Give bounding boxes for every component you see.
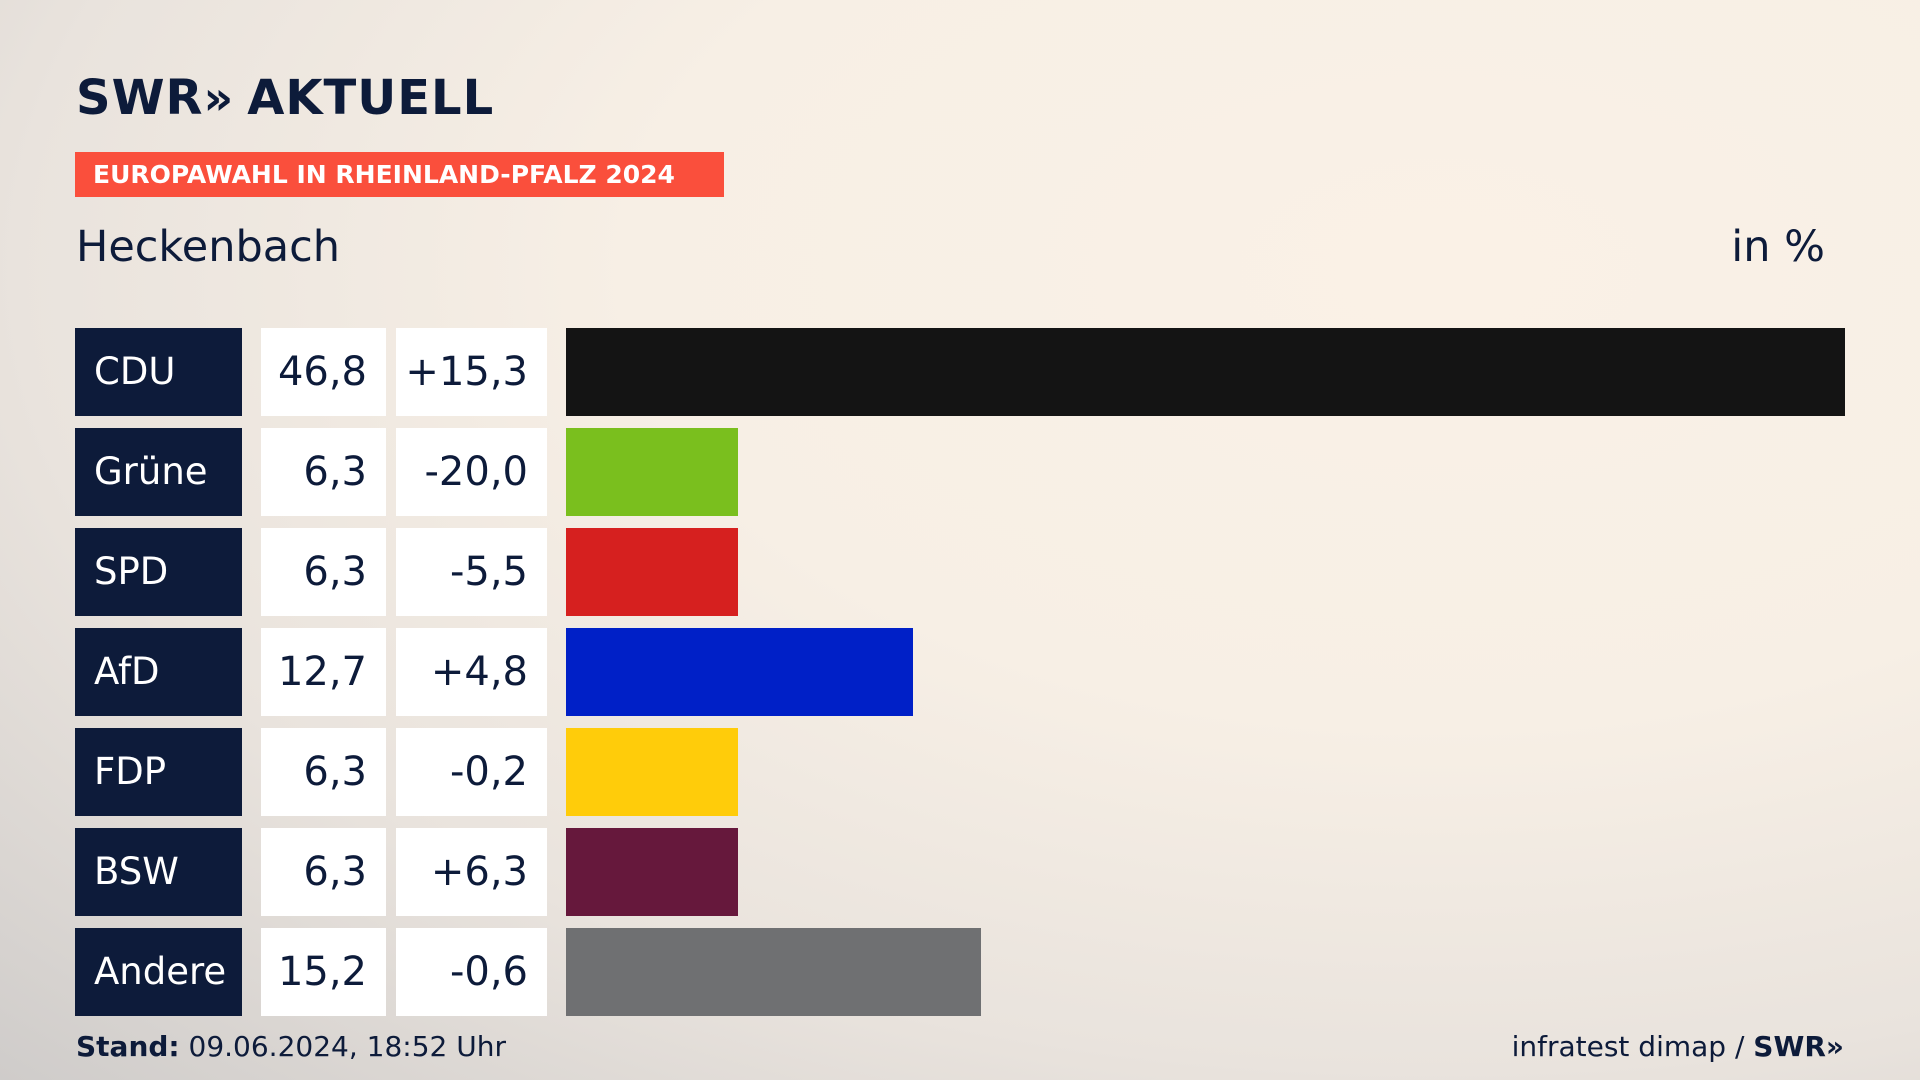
party-row: SPD 6,3 -5,5 <box>75 528 1845 616</box>
party-row: CDU 46,8 +15,3 <box>75 328 1845 416</box>
unit-label: in % <box>1731 222 1825 272</box>
party-label: BSW <box>75 828 242 916</box>
logo-chevrons: » <box>203 71 233 125</box>
party-row: Grüne 6,3 -20,0 <box>75 428 1845 516</box>
vote-share-value: 6,3 <box>261 728 386 816</box>
party-label: CDU <box>75 328 242 416</box>
source-brand: SWR» <box>1753 1030 1844 1063</box>
party-bar <box>566 728 738 816</box>
party-bar <box>566 928 981 1016</box>
party-label: Grüne <box>75 428 242 516</box>
party-row: BSW 6,3 +6,3 <box>75 828 1845 916</box>
party-label: Andere <box>75 928 242 1016</box>
vote-share-value: 6,3 <box>261 828 386 916</box>
election-banner: EUROPAWAHL IN RHEINLAND-PFALZ 2024 <box>75 152 724 197</box>
stand-timestamp: Stand: 09.06.2024, 18:52 Uhr <box>76 1030 506 1063</box>
source-label: infratest dimap / <box>1511 1030 1754 1063</box>
party-row: FDP 6,3 -0,2 <box>75 728 1845 816</box>
vote-change-value: -0,6 <box>396 928 547 1016</box>
vote-share-value: 6,3 <box>261 528 386 616</box>
party-bar <box>566 528 738 616</box>
party-bar <box>566 428 738 516</box>
stand-label: Stand: <box>76 1030 180 1063</box>
swr-aktuell-logo: SWR» AKTUELL <box>76 70 494 126</box>
vote-change-value: +15,3 <box>396 328 547 416</box>
vote-change-value: +6,3 <box>396 828 547 916</box>
party-bar <box>566 828 738 916</box>
party-row: AfD 12,7 +4,8 <box>75 628 1845 716</box>
vote-change-value: -20,0 <box>396 428 547 516</box>
vote-change-value: -5,5 <box>396 528 547 616</box>
place-title: Heckenbach <box>76 222 341 272</box>
vote-share-value: 6,3 <box>261 428 386 516</box>
source-credit: infratest dimap / SWR» <box>1512 1030 1844 1063</box>
vote-change-value: -0,2 <box>396 728 547 816</box>
stand-value: 09.06.2024, 18:52 Uhr <box>179 1030 506 1063</box>
vote-share-value: 12,7 <box>261 628 386 716</box>
logo-swr: SWR <box>76 70 204 126</box>
party-bar <box>566 628 913 716</box>
party-label: AfD <box>75 628 242 716</box>
party-label: FDP <box>75 728 242 816</box>
party-bar <box>566 328 1845 416</box>
vote-share-value: 46,8 <box>261 328 386 416</box>
party-row: Andere 15,2 -0,6 <box>75 928 1845 1016</box>
logo-aktuell: AKTUELL <box>247 70 495 126</box>
vote-change-value: +4,8 <box>396 628 547 716</box>
party-label: SPD <box>75 528 242 616</box>
vote-share-value: 15,2 <box>261 928 386 1016</box>
